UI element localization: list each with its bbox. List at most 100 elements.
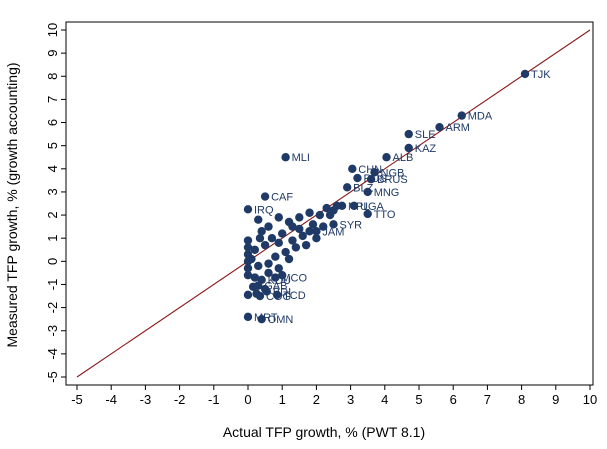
y-tick-label: -3 [45, 325, 60, 337]
data-point [243, 236, 253, 245]
data-point [342, 183, 352, 192]
y-tick-label: 1 [45, 235, 60, 242]
point-label: ARM [446, 122, 470, 134]
data-point [271, 273, 280, 282]
data-point [257, 227, 266, 236]
x-tick-label: 2 [313, 392, 320, 407]
data-point [404, 129, 413, 139]
data-point [260, 192, 270, 201]
data-point [243, 290, 253, 300]
x-axis-label: Actual TFP growth, % (PWT 8.1) [223, 424, 425, 440]
data-point [363, 187, 372, 197]
x-tick-label: 6 [450, 392, 457, 407]
data-point [250, 245, 260, 254]
point-label: KAZ [415, 143, 437, 155]
data-point [243, 264, 253, 273]
data-point [291, 243, 301, 252]
data-point [264, 222, 273, 231]
point-label: NPL [348, 201, 369, 213]
y-tick-label: 4 [45, 165, 60, 172]
data-point [254, 215, 263, 224]
data-point [322, 203, 331, 213]
point-label: CAF [271, 192, 293, 204]
data-point [332, 201, 342, 211]
point-label: IRQ [254, 204, 274, 216]
x-tick-label: 5 [415, 392, 422, 407]
data-point [295, 224, 304, 234]
point-label: TCD [283, 290, 306, 302]
point-label: BRUS [377, 174, 408, 186]
point-label: MDA [468, 111, 493, 123]
data-point [243, 312, 253, 322]
point-label: SLE [415, 129, 436, 141]
y-tick-label: 9 [45, 50, 60, 57]
data-point [457, 111, 466, 120]
data-point [264, 259, 273, 268]
point-label: JAM [322, 226, 344, 238]
data-point [274, 238, 283, 248]
x-tick-label: -1 [208, 392, 220, 407]
x-tick-label: 9 [552, 392, 559, 407]
data-point [312, 227, 321, 236]
point-label: COG [266, 291, 291, 303]
data-point [366, 175, 376, 184]
points-layer: TJKMDAARMSLEKAZALBMLICHNNGBRUSBRUSBLZMNG… [243, 69, 551, 326]
data-point [260, 240, 270, 250]
point-label: TJK [531, 69, 551, 81]
point-label: TTO [374, 209, 396, 221]
data-point [254, 261, 263, 271]
point-label: ALB [393, 152, 414, 164]
data-point [404, 143, 413, 153]
y-tick-label: 7 [45, 96, 60, 103]
x-tick-label: 7 [484, 392, 491, 407]
data-point [278, 271, 287, 280]
data-point [298, 231, 307, 241]
data-point [243, 243, 253, 252]
data-point [267, 234, 277, 243]
data-point [250, 273, 260, 282]
data-point [353, 173, 362, 183]
data-point [363, 209, 372, 219]
data-point [288, 222, 297, 231]
data-point [312, 234, 321, 243]
y-tick-label: 10 [45, 23, 60, 37]
data-point [271, 252, 280, 261]
y-tick-label: 8 [45, 73, 60, 80]
data-point [295, 213, 304, 222]
data-point [278, 229, 287, 238]
y-tick-label: -4 [45, 348, 60, 360]
y-tick-label: 2 [45, 211, 60, 218]
x-axis: -5 -4 -3 -2 -1 0 1 2 3 4 5 6 7 8 9 10 [71, 385, 597, 407]
point-label: MCO [281, 273, 307, 285]
data-point [349, 201, 359, 211]
y-axis: -5 -4 -3 -2 -1 0 1 2 3 4 5 6 7 8 9 10 [45, 23, 66, 383]
data-point [243, 271, 253, 280]
y-tick-label: -2 [45, 302, 60, 314]
y-tick-label: -1 [45, 279, 60, 291]
x-tick-label: 1 [279, 392, 286, 407]
y-tick-label: 6 [45, 119, 60, 126]
data-point [284, 254, 294, 264]
data-point [301, 240, 311, 250]
data-point [274, 264, 283, 273]
x-tick-label: 3 [347, 392, 354, 407]
point-label: NGB [381, 167, 405, 179]
data-point [264, 268, 273, 278]
data-point [255, 234, 265, 243]
data-point [305, 208, 314, 217]
data-point [272, 290, 282, 300]
data-point [319, 222, 328, 231]
x-tick-label: -2 [174, 392, 186, 407]
data-point [281, 153, 290, 162]
y-axis-label: Measured TFP growth, % (growth accountin… [4, 62, 20, 347]
data-point [308, 220, 318, 229]
x-tick-label: 0 [244, 392, 251, 407]
data-point [274, 213, 283, 222]
x-tick-label: 10 [583, 392, 597, 407]
point-label: UGA [360, 201, 385, 213]
data-point [288, 236, 297, 245]
data-point [329, 220, 338, 229]
x-tick-label: 4 [381, 392, 388, 407]
